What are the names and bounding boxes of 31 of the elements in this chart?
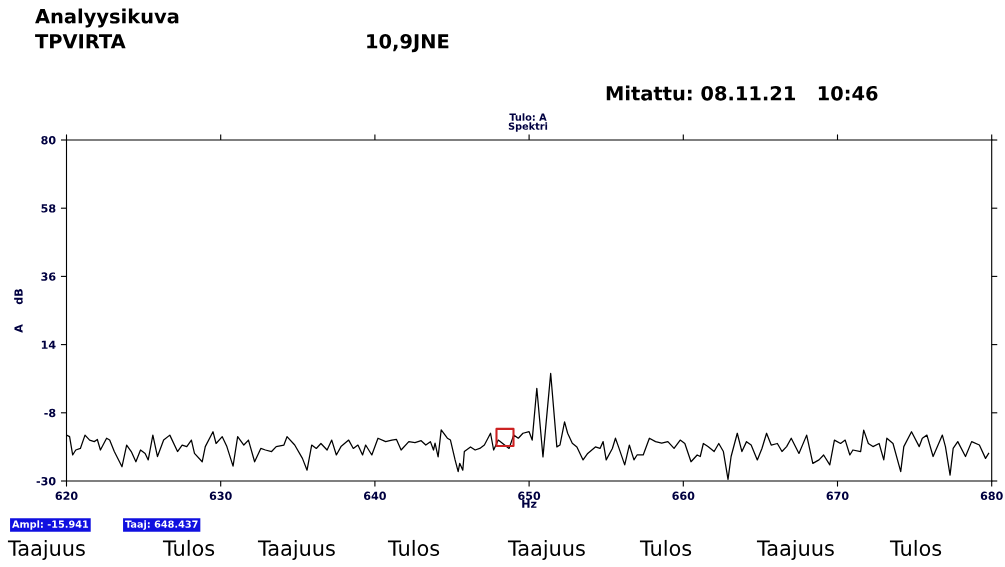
y-axis-title: A dB bbox=[14, 289, 23, 333]
x-axis-title: Hz bbox=[522, 499, 537, 508]
text: Tulo: A bbox=[509, 113, 547, 121]
chart-subtitle: TPVIRTA bbox=[35, 34, 126, 49]
y-tick-label: -30 bbox=[36, 476, 56, 486]
x-tick-label: 640 bbox=[363, 491, 386, 501]
y-tick-label: 58 bbox=[41, 204, 56, 213]
chart-title: Analyysikuva bbox=[35, 8, 179, 28]
text: Tulos bbox=[889, 539, 942, 557]
text: Taajuus bbox=[257, 539, 335, 561]
x-tick-label: 630 bbox=[209, 491, 232, 501]
text: Taajuus bbox=[507, 539, 585, 561]
y-tick-label: 14 bbox=[41, 340, 56, 349]
y-tick-label: 80 bbox=[41, 135, 56, 145]
x-tick-label: 670 bbox=[826, 491, 849, 501]
text: Taajuus bbox=[756, 539, 834, 561]
x-tick-label: 620 bbox=[55, 491, 78, 501]
y-tick-label: 36 bbox=[41, 272, 56, 281]
text: Tulos bbox=[387, 539, 440, 557]
y-tick-label: -8 bbox=[44, 408, 56, 418]
text: Tulos bbox=[162, 539, 215, 557]
text: Taajuus bbox=[7, 539, 85, 561]
x-tick-label: 650 bbox=[518, 491, 541, 501]
x-tick-label: 660 bbox=[672, 491, 695, 501]
text: Taaj: 648.437 bbox=[125, 520, 198, 530]
text: Ampl: -15.941 bbox=[12, 520, 89, 530]
text: 10,9JNE bbox=[367, 33, 449, 53]
x-tick-label: 680 bbox=[980, 491, 1003, 501]
text: Tulos bbox=[639, 539, 692, 557]
text: Mitattu: 08.11.21 10:46 bbox=[606, 85, 878, 101]
text: Spektri bbox=[508, 122, 548, 132]
